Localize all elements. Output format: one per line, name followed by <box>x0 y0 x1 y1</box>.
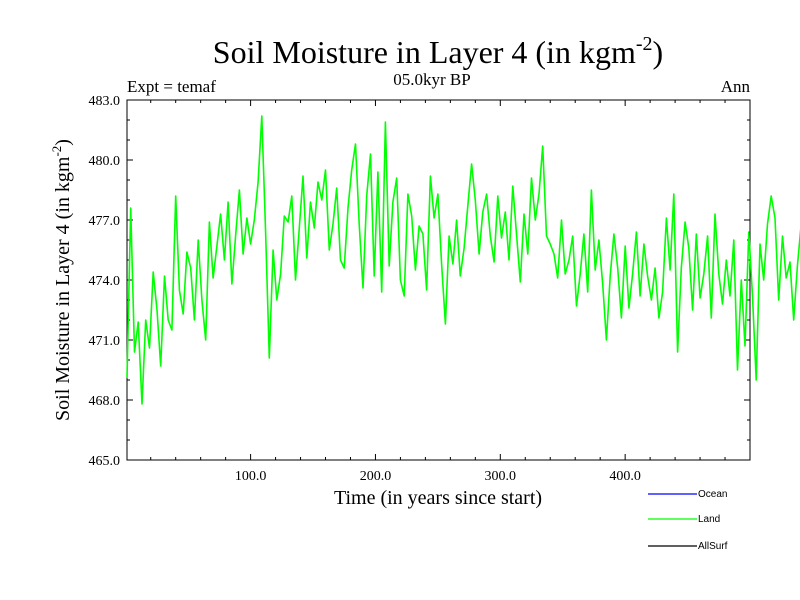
y-axis-label: Soil Moisture in Layer 4 (in kgm-2) <box>49 139 74 421</box>
y-tick-label: 483.0 <box>89 94 121 109</box>
legend: Ocean Land AllSurf <box>648 489 728 552</box>
legend-label-ocean: Ocean <box>698 489 727 500</box>
y-tick-label: 471.0 <box>89 334 121 349</box>
legend-entry-ocean: Ocean <box>648 489 727 500</box>
legend-entry-allsurf: AllSurf <box>648 541 728 552</box>
legend-entry-land: Land <box>648 514 720 525</box>
experiment-label: Expt = temaf <box>127 77 216 96</box>
x-tick-label: 400.0 <box>609 469 641 484</box>
period-label: 05.0kyr BP <box>393 70 470 89</box>
y-axis: 465.0 468.0 471.0 474.0 477.0 480.0 483.0 <box>89 94 750 469</box>
y-tick-label: 474.0 <box>89 274 121 289</box>
legend-label-allsurf: AllSurf <box>698 541 728 552</box>
y-tick-label: 477.0 <box>89 214 121 229</box>
x-tick-label: 300.0 <box>485 469 517 484</box>
y-tick-label: 468.0 <box>89 394 121 409</box>
x-tick-label: 100.0 <box>235 469 267 484</box>
legend-label-land: Land <box>698 514 720 525</box>
series-line-land <box>126 115 800 405</box>
x-tick-label: 200.0 <box>360 469 392 484</box>
series-group <box>126 115 800 405</box>
chart-title: Soil Moisture in Layer 4 (in kgm-2) <box>213 33 663 70</box>
y-tick-label: 465.0 <box>89 454 121 469</box>
x-axis: 100.0 200.0 300.0 400.0 <box>150 100 726 484</box>
season-label: Ann <box>721 77 751 96</box>
y-tick-label: 480.0 <box>89 154 121 169</box>
x-axis-label: Time (in years since start) <box>334 487 542 509</box>
